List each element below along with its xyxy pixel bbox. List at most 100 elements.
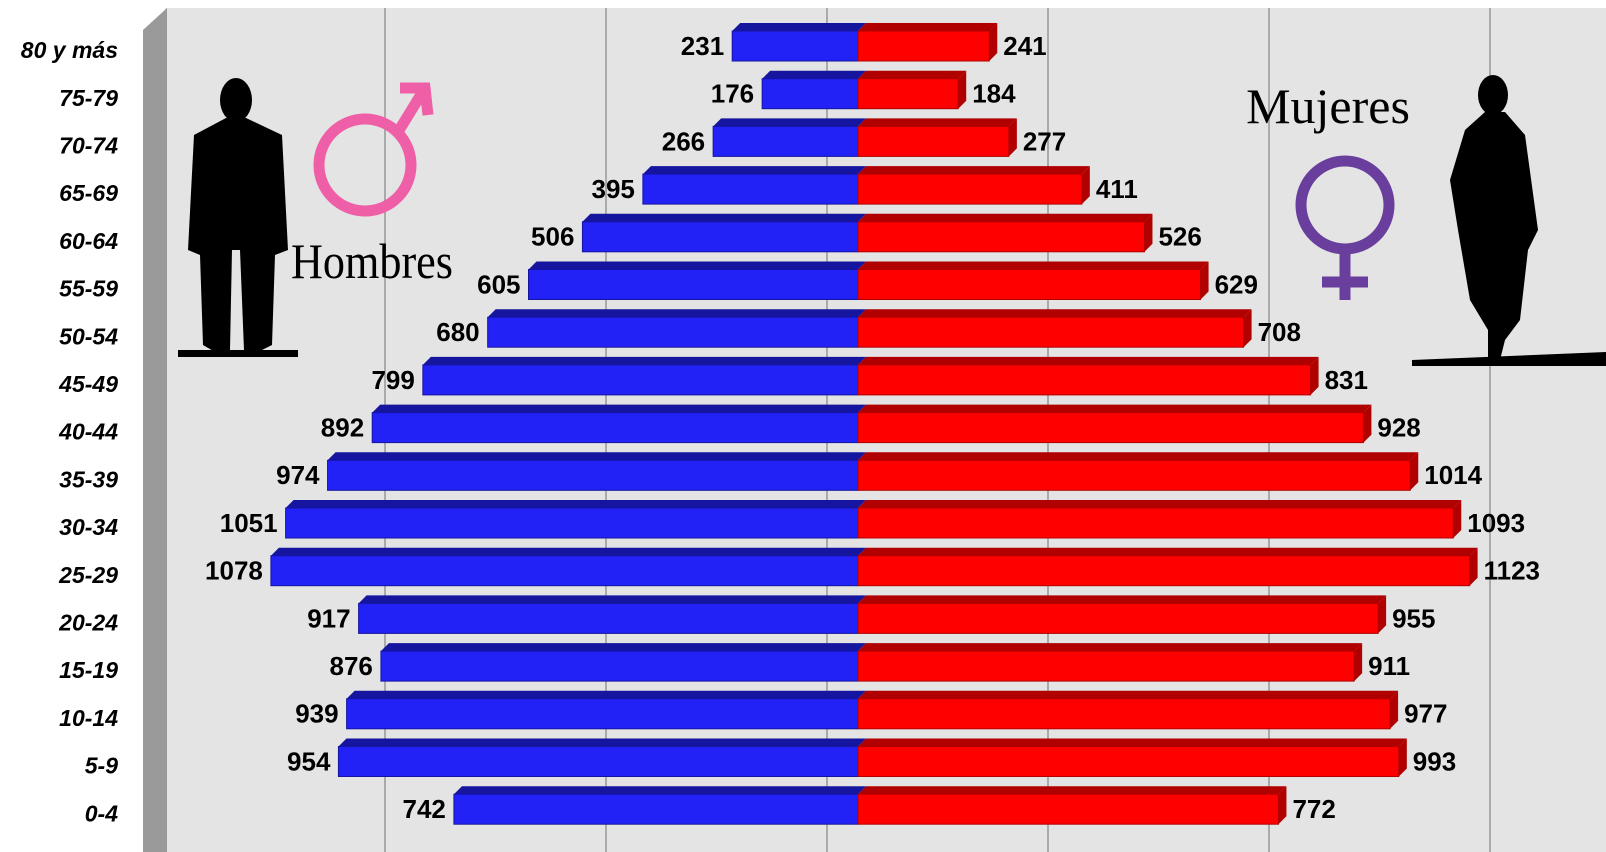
bar (858, 79, 958, 109)
y-tick-label: 5-9 (85, 753, 118, 779)
bar (858, 31, 989, 61)
bar-top (423, 357, 866, 365)
side-wall (143, 8, 167, 852)
data-label: 928 (1377, 412, 1420, 442)
data-label: 831 (1325, 365, 1368, 395)
y-tick-label: 40-44 (58, 419, 118, 445)
bar (381, 651, 858, 681)
bar (858, 556, 1470, 586)
bar (347, 699, 858, 729)
y-tick-label: 80 y más (21, 37, 118, 63)
bar-top (858, 786, 1286, 794)
bar (454, 794, 858, 824)
bar (338, 747, 858, 777)
bar (286, 508, 858, 538)
data-label: 605 (477, 269, 520, 299)
y-tick-label: 45-49 (58, 371, 118, 397)
data-label: 954 (287, 746, 331, 776)
bar-top (858, 405, 1371, 413)
data-label: 526 (1158, 222, 1201, 252)
data-label: 892 (321, 412, 364, 442)
y-tick-label: 20-24 (58, 609, 118, 635)
data-label: 411 (1096, 174, 1138, 204)
bar (488, 317, 858, 347)
bar (858, 794, 1278, 824)
bar-top (858, 118, 1017, 126)
data-label: 506 (531, 222, 574, 252)
bar (858, 270, 1201, 300)
data-label: 1014 (1424, 460, 1482, 490)
bar-top (372, 405, 866, 413)
chart: Hombres Mujeres 80 y más23124175-7917618… (0, 0, 1606, 852)
y-tick-label: 25-29 (58, 562, 118, 588)
y-tick-label: 0-4 (85, 800, 118, 826)
bar (858, 413, 1363, 443)
bar (713, 126, 858, 156)
bar (328, 460, 858, 490)
bar (423, 365, 858, 395)
data-label: 1123 (1484, 556, 1540, 586)
data-label: 1051 (220, 508, 278, 538)
y-tick-label: 75-79 (59, 85, 118, 111)
data-label: 876 (330, 651, 373, 681)
bar (858, 317, 1244, 347)
data-label: 974 (276, 460, 320, 490)
y-tick-label: 30-34 (59, 514, 118, 540)
bar (858, 174, 1082, 204)
data-label: 231 (681, 31, 724, 61)
data-label: 1078 (205, 556, 263, 586)
bar (858, 747, 1399, 777)
bar (582, 222, 858, 252)
annotation: Hombres (291, 233, 453, 289)
bar-top (858, 357, 1319, 365)
data-label: 799 (371, 365, 414, 395)
bar-top (529, 262, 866, 270)
bar (762, 79, 858, 109)
bar-top (858, 166, 1090, 174)
bar (529, 270, 858, 300)
bar-top (338, 739, 866, 747)
y-tick-label: 70-74 (59, 132, 118, 158)
bar (359, 603, 858, 633)
bar-top (271, 548, 866, 556)
bar-top (347, 691, 866, 699)
y-tick-label: 50-54 (59, 323, 118, 349)
bar-top (858, 691, 1398, 699)
data-label: 772 (1292, 794, 1335, 824)
chart-svg: Hombres Mujeres 80 y más23124175-7917618… (0, 0, 1606, 852)
bar (858, 126, 1009, 156)
y-tick-label: 15-19 (59, 657, 118, 683)
male-symbol (319, 88, 428, 211)
bar-top (582, 214, 866, 222)
data-label: 977 (1404, 699, 1447, 729)
bar (858, 222, 1144, 252)
bar (858, 460, 1410, 490)
data-label: 266 (662, 126, 705, 156)
data-label: 176 (711, 79, 754, 109)
data-label: 955 (1392, 603, 1435, 633)
data-label: 241 (1003, 31, 1046, 61)
bar-top (381, 643, 866, 651)
y-tick-label: 65-69 (59, 180, 118, 206)
bar-top (762, 71, 866, 79)
data-label: 277 (1023, 126, 1066, 156)
data-label: 708 (1258, 317, 1301, 347)
bar-top (858, 643, 1362, 651)
bar-top (858, 262, 1209, 270)
bar-top (858, 548, 1478, 556)
bar-top (359, 595, 866, 603)
woman-silhouette (1412, 75, 1606, 366)
data-label: 395 (591, 174, 634, 204)
bar-top (858, 214, 1152, 222)
bar (372, 413, 858, 443)
data-label: 911 (1368, 651, 1410, 681)
data-label: 742 (403, 794, 446, 824)
data-label: 629 (1215, 269, 1258, 299)
female-symbol (1301, 161, 1389, 300)
bar-top (858, 23, 997, 31)
data-label: 680 (436, 317, 479, 347)
bar (858, 699, 1390, 729)
data-label: 939 (295, 699, 338, 729)
data-label: 917 (307, 603, 350, 633)
bar-top (858, 452, 1418, 460)
